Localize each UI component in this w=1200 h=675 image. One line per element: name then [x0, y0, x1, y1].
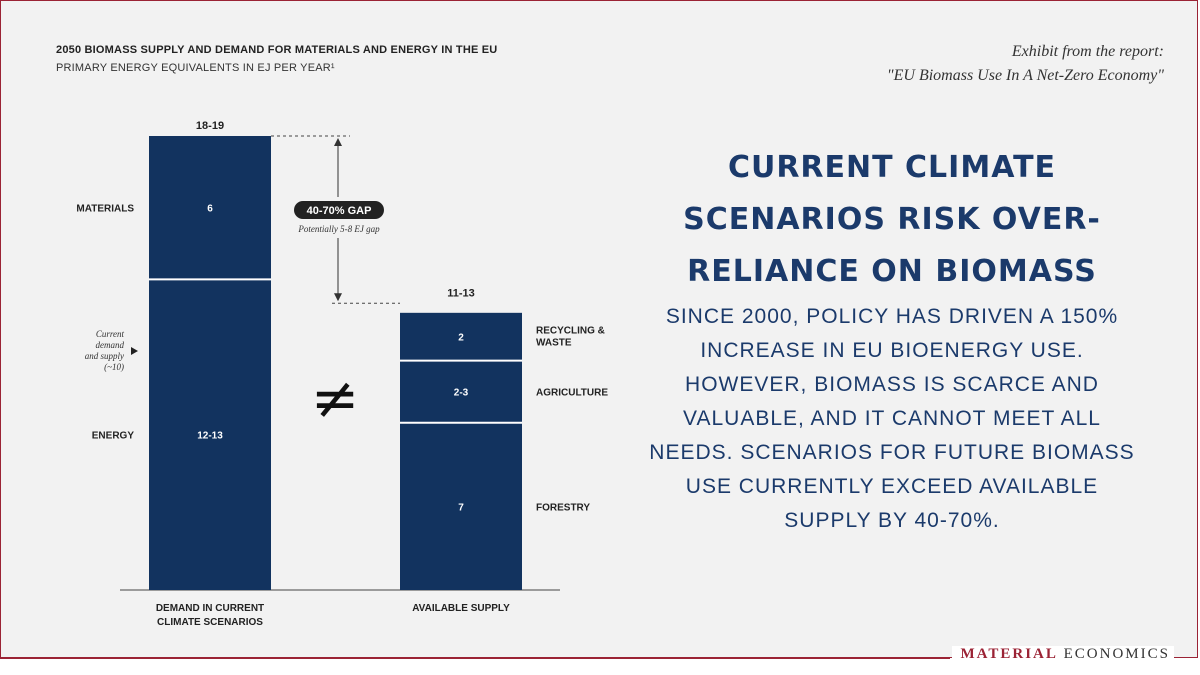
body-text: SINCE 2000, POLICY HAS DRIVEN A 150% INC… [649, 305, 1135, 532]
bar-segment-forestry [400, 422, 522, 590]
headline: CURRENT CLIMATE SCENARIOS RISK OVER-RELI… [683, 150, 1101, 289]
exhibit-line-2: "EU Biomass Use In A Net-Zero Economy" [886, 67, 1164, 84]
material-economics-logo: MATERIAL ECONOMICS [952, 646, 1174, 663]
segment-name-label: MATERIALS [76, 204, 134, 215]
gap-label: 40-70% GAP [307, 205, 372, 217]
segment-value-label: 2 [458, 333, 464, 344]
biomass-chart: 12-13 ENERGY 6 MATERIALS 18-19 DEMAND IN CURR… [76, 120, 608, 628]
bar-segment-energy [149, 279, 271, 590]
exhibit-caption: Exhibit from the report: "EU Biomass Use… [887, 40, 1164, 88]
segment-name-label: ENERGY [92, 431, 135, 442]
gap-note: Potentially 5-8 EJ gap [297, 224, 380, 234]
gap-pill [294, 201, 384, 219]
gap-arrow-head-down [334, 293, 342, 302]
chart-subtitle: PRIMARY ENERGY EQUIVALENTS IN EJ PER YEA… [56, 62, 335, 74]
category-label: CLIMATE SCENARIOS [157, 617, 263, 628]
bar-total-label: 11-13 [447, 287, 475, 299]
segment-name-label: FORESTRY [536, 502, 590, 513]
bar-segment-recycling-waste [400, 312, 522, 361]
current-demand-marker-label: and supply [85, 351, 124, 361]
bar-total-label: 18-19 [196, 120, 224, 132]
current-demand-marker-arrow [131, 347, 138, 356]
exhibit-line-1: Exhibit from the report: [1011, 43, 1164, 60]
chart-title: 2050 BIOMASS SUPPLY AND DEMAND FOR MATER… [56, 44, 498, 56]
bar-segment-agriculture [400, 360, 522, 423]
bar-segment-materials [149, 136, 271, 280]
segment-name-label: WASTE [536, 338, 572, 349]
segment-value-label: 6 [207, 204, 213, 215]
segment-value-label: 2-3 [454, 388, 469, 399]
not-equal-symbol: ≠ [311, 364, 360, 432]
category-label: AVAILABLE SUPPLY [412, 603, 510, 614]
current-demand-marker-label: Current [96, 329, 125, 339]
segment-value-label: 12-13 [197, 431, 223, 442]
segment-value-label: 7 [458, 502, 464, 513]
gap-arrow-head-up [334, 138, 342, 146]
segment-name-label: AGRICULTURE [536, 388, 608, 399]
footer-divider [0, 657, 950, 659]
current-demand-marker-label: (~10) [104, 362, 124, 372]
segment-name-label: RECYCLING & [536, 326, 605, 337]
category-label: DEMAND IN CURRENT [156, 603, 264, 614]
current-demand-marker-label: demand [96, 340, 125, 350]
